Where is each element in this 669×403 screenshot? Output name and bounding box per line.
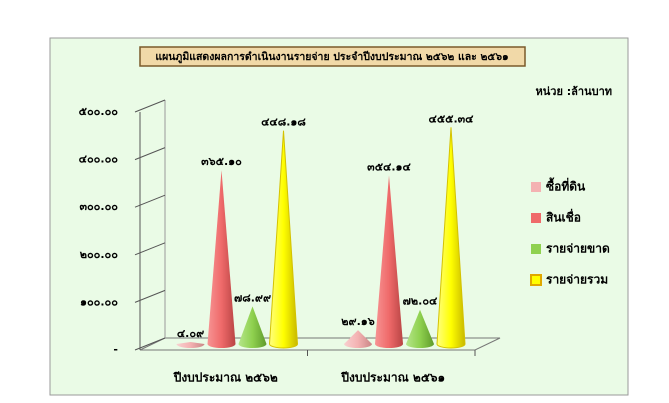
chart-title: แผนภูมิแสดงผลการดำเนินงานรายจ่าย ประจำปี… <box>155 50 508 64</box>
value-label: ๔.๐๙ <box>177 327 204 340</box>
value-label: ๔๕๕.๓๔ <box>429 112 475 125</box>
y-tick-label: ๕๐๐.๐๐ <box>79 105 119 118</box>
legend-swatch <box>530 274 542 286</box>
y-tick-line <box>134 147 166 161</box>
plot: - ๑๐๐.๐๐ ๒๐๐.๐๐ ๓๐๐.๐๐ ๔๐๐.๐๐ ๕๐๐.๐๐ปีงบประมา… <box>79 99 610 385</box>
x-tick-label: ปีงบประมาณ ๒๕๖๒ <box>173 371 278 385</box>
title-box <box>139 46 526 67</box>
value-label: ๓๕๔.๑๔ <box>367 160 411 173</box>
x-tick-label: ปีงบประมาณ ๒๕๖๑ <box>341 371 445 385</box>
cone <box>406 309 434 348</box>
legend-swatch <box>531 244 541 254</box>
legend-swatch <box>531 182 541 192</box>
y-tick-label: ๒๐๐.๐๐ <box>80 248 119 261</box>
cone <box>268 130 299 349</box>
legend-label: ซื้อที่ดิน <box>546 177 586 194</box>
unit-label: หน่วย :ล้านบาท <box>536 85 612 98</box>
legend-label: รายจ่ายขาด <box>546 242 610 256</box>
value-label: ๗๘.๙๙ <box>234 291 271 304</box>
y-tick-line <box>134 99 166 113</box>
legend-label: สินเชื่อ <box>546 209 581 225</box>
cone <box>436 127 466 349</box>
legend-label: รายจ่ายรวม <box>546 273 608 287</box>
cone <box>238 306 267 348</box>
y-tick-label: ๓๐๐.๐๐ <box>79 200 118 213</box>
y-tick-line <box>134 242 166 256</box>
y-tick-label: - <box>113 343 118 356</box>
value-label: ๓๖๕.๑๐ <box>201 155 242 168</box>
cone <box>207 170 236 348</box>
cone <box>344 330 372 348</box>
floor <box>139 337 501 351</box>
legend-swatch <box>531 213 541 223</box>
cone <box>176 342 205 348</box>
value-label: ๗๒.๐๔ <box>403 295 438 308</box>
y-tick-label: ๔๐๐.๐๐ <box>79 153 119 166</box>
y-tick-line <box>134 289 166 303</box>
y-tick-line <box>134 337 166 351</box>
value-label: ๔๔๘.๑๘ <box>261 116 306 129</box>
y-tick-line <box>134 194 166 208</box>
value-label: ๒๙.๑๖ <box>341 315 374 328</box>
y-tick-label: ๑๐๐.๐๐ <box>80 295 118 308</box>
cone <box>375 175 403 348</box>
